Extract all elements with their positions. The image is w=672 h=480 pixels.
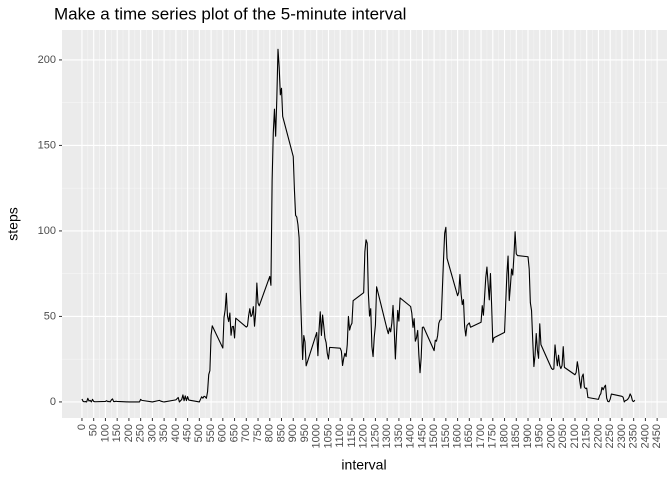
x-tick-label: 2450 — [651, 424, 663, 448]
x-tick-label: 1550 — [440, 424, 452, 448]
x-tick-label: 2150 — [581, 424, 593, 448]
x-tick-label: 950 — [299, 424, 311, 442]
x-tick-label: 1300 — [381, 424, 393, 448]
x-tick-label: 800 — [264, 424, 276, 442]
x-tick-label: 1750 — [487, 424, 499, 448]
chart-title: Make a time series plot of the 5-minute … — [54, 4, 406, 23]
x-tick-label: 850 — [275, 424, 287, 442]
x-tick-label: 1400 — [405, 424, 417, 448]
x-tick-label: 1050 — [322, 424, 334, 448]
x-tick-label: 1200 — [358, 424, 370, 448]
x-tick-label: 1500 — [428, 424, 440, 448]
y-tick-label: 0 — [50, 396, 56, 408]
x-tick-label: 200 — [123, 424, 135, 442]
x-tick-label: 600 — [217, 424, 229, 442]
x-tick-label: 650 — [228, 424, 240, 442]
x-tick-label: 0 — [76, 424, 88, 430]
x-tick-label: 1600 — [451, 424, 463, 448]
x-tick-label: 550 — [205, 424, 217, 442]
x-tick-label: 400 — [170, 424, 182, 442]
x-tick-label: 700 — [240, 424, 252, 442]
y-tick-label: 150 — [38, 139, 56, 151]
x-tick-label: 500 — [193, 424, 205, 442]
y-tick-label: 50 — [44, 310, 56, 322]
x-tick-label: 2000 — [545, 424, 557, 448]
x-tick-label: 100 — [99, 424, 111, 442]
panel — [62, 30, 667, 418]
data-line — [81, 48, 636, 403]
x-tick-label: 2250 — [604, 424, 616, 448]
x-tick-label: 2350 — [628, 424, 640, 448]
y-axis-title: steps — [5, 207, 21, 240]
x-tick-label: 2100 — [569, 424, 581, 448]
x-tick-label: 1250 — [369, 424, 381, 448]
x-tick-label: 450 — [182, 424, 194, 442]
x-tick-label: 2300 — [616, 424, 628, 448]
y-tick-label: 200 — [38, 54, 56, 66]
x-tick-label: 150 — [111, 424, 123, 442]
x-tick-label: 2400 — [639, 424, 651, 448]
x-tick-label: 2200 — [592, 424, 604, 448]
x-tick-label: 1900 — [522, 424, 534, 448]
x-tick-label: 900 — [287, 424, 299, 442]
marks — [81, 48, 636, 403]
x-tick-label: 250 — [135, 424, 147, 442]
x-tick-label: 1800 — [498, 424, 510, 448]
x-tick-label: 2050 — [557, 424, 569, 448]
x-tick-label: 350 — [158, 424, 170, 442]
x-tick-label: 1950 — [534, 424, 546, 448]
x-tick-label: 1850 — [510, 424, 522, 448]
y-tick-label: 100 — [38, 225, 56, 237]
x-tick-label: 1100 — [334, 424, 346, 448]
x-tick-label: 1350 — [393, 424, 405, 448]
x-tick-label: 1650 — [463, 424, 475, 448]
x-tick-label: 300 — [146, 424, 158, 442]
x-tick-label: 1150 — [346, 424, 358, 448]
x-tick-label: 50 — [88, 424, 100, 436]
x-tick-label: 750 — [252, 424, 264, 442]
x-tick-label: 1000 — [311, 424, 323, 448]
x-axis-title: interval — [341, 457, 386, 473]
x-tick-label: 1450 — [416, 424, 428, 448]
x-tick-label: 1700 — [475, 424, 487, 448]
